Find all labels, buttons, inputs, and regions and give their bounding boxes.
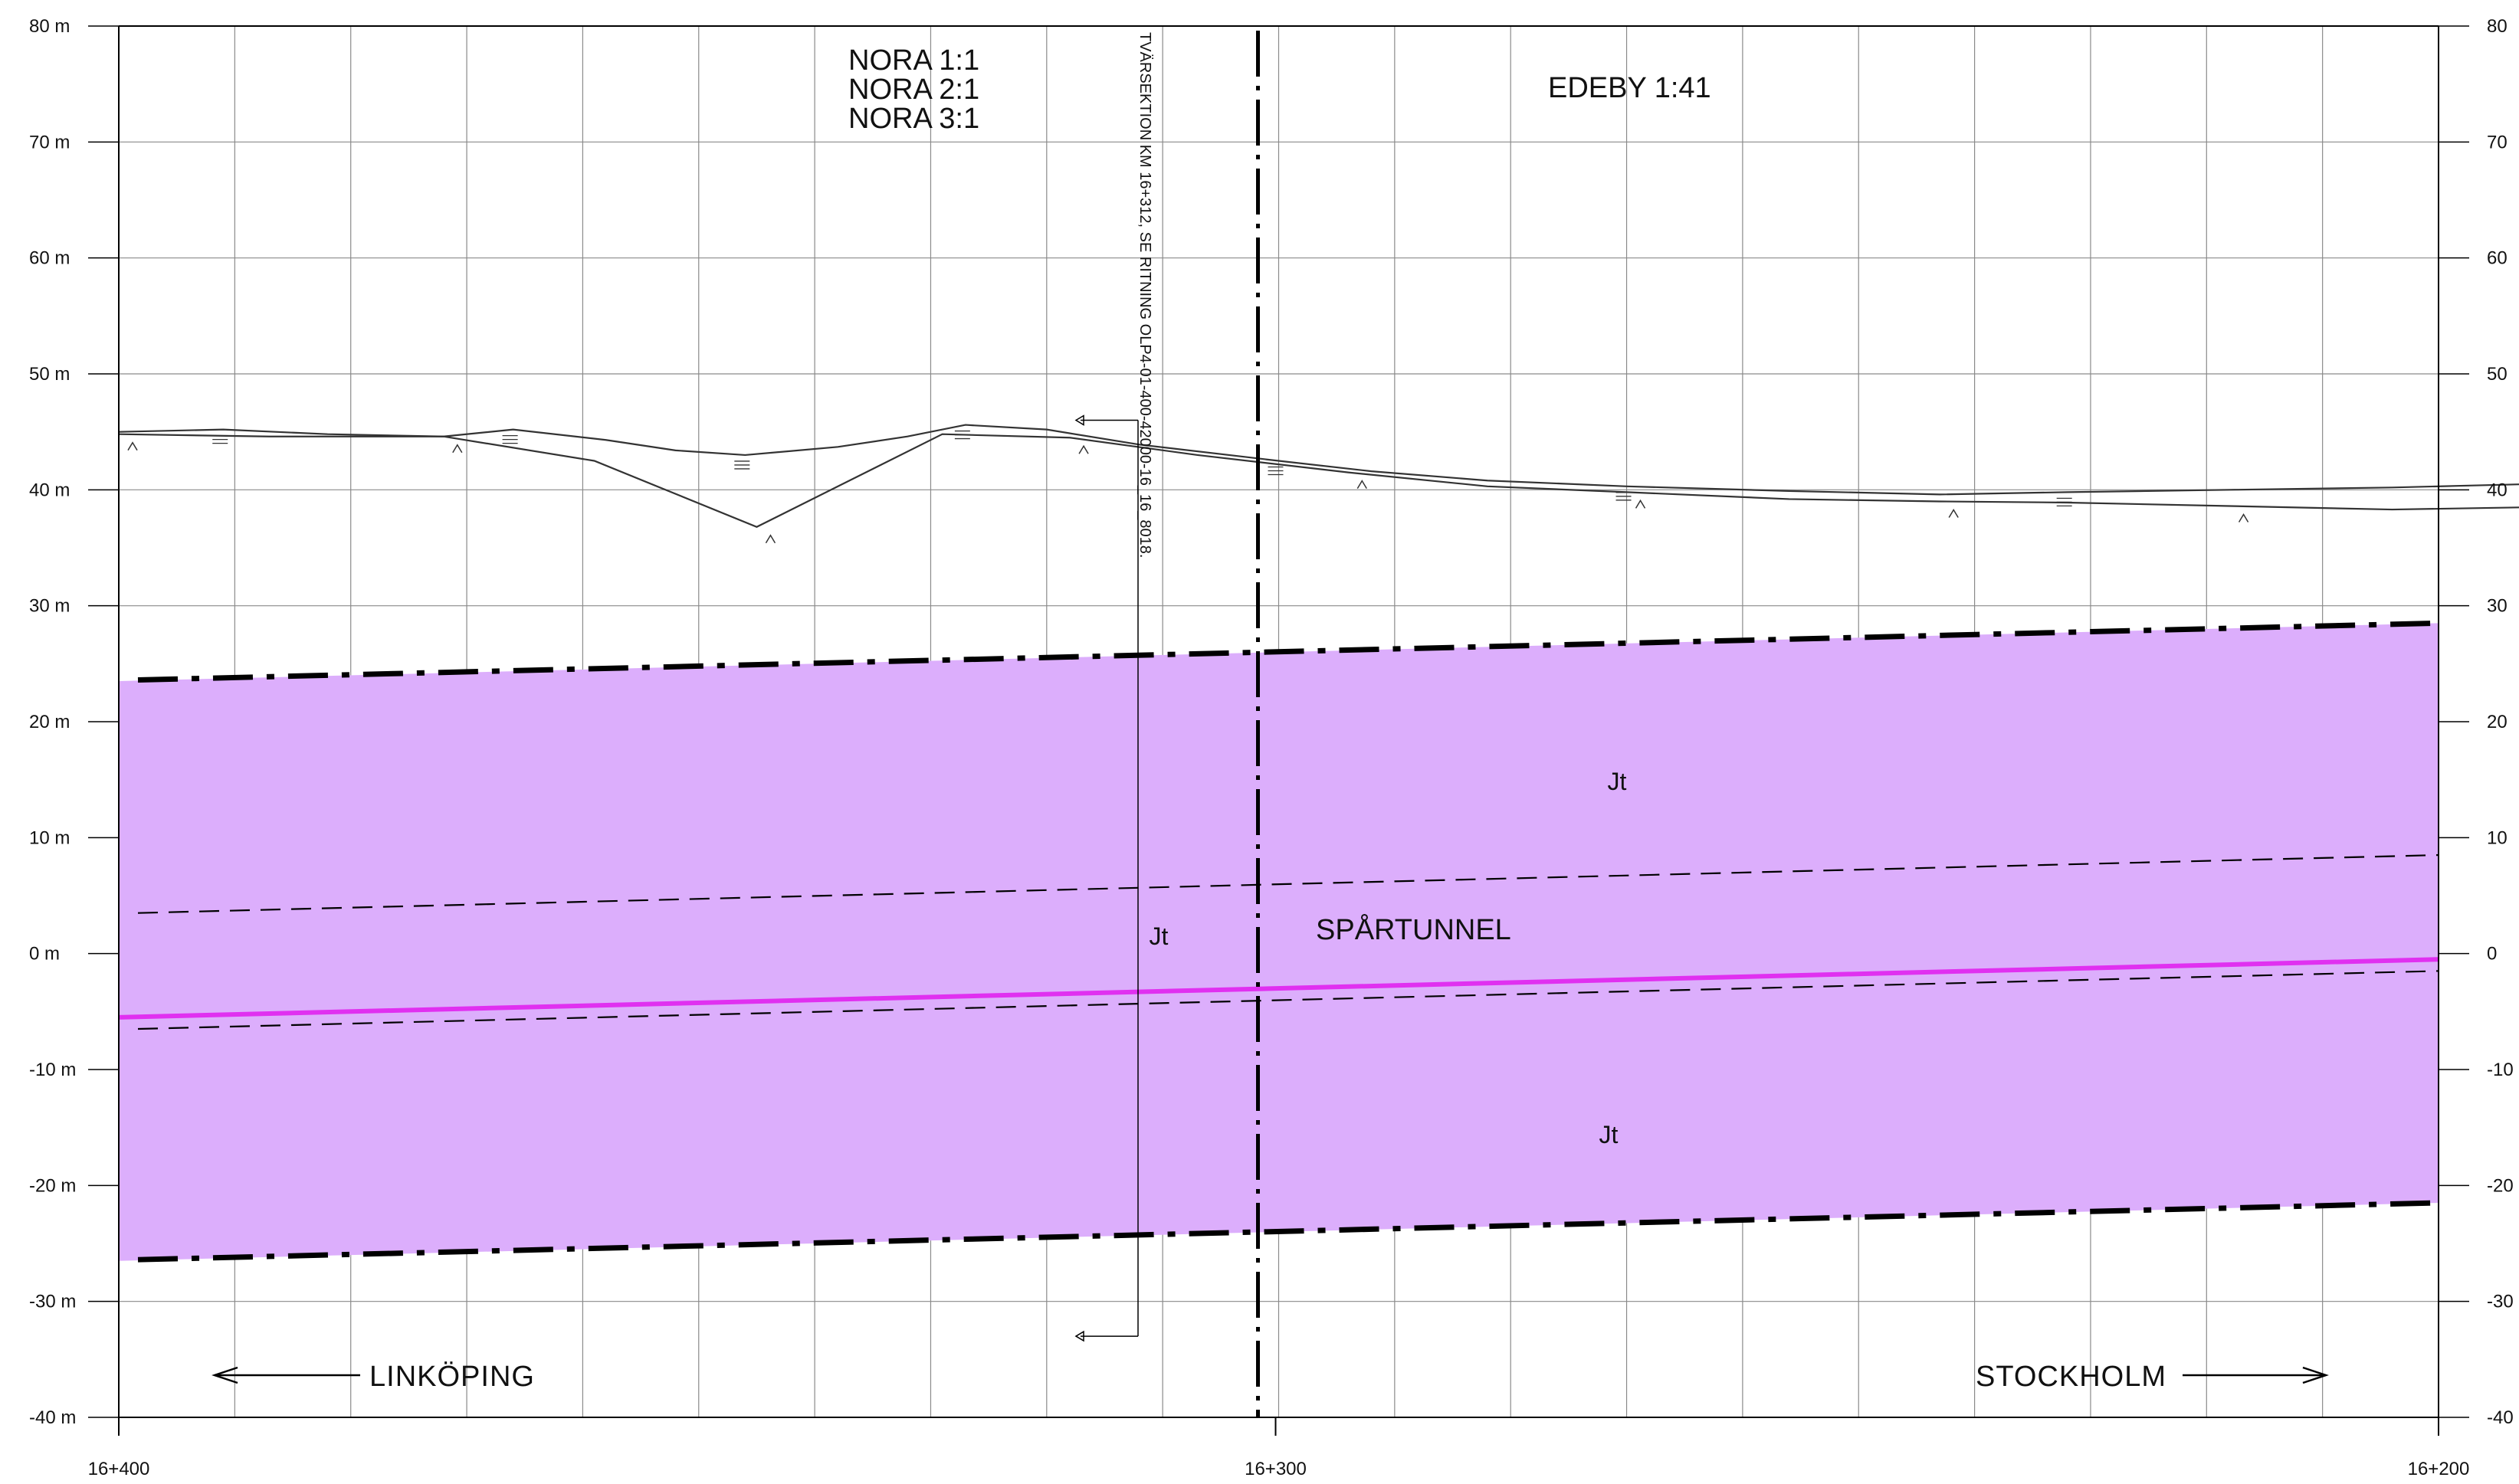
y-axis-label-right: 40 [2487,480,2508,500]
y-axis-label-right: -40 [2487,1407,2514,1428]
y-axis-label-left: 50 m [29,364,70,385]
y-axis-label-right: 50 [2487,364,2508,385]
section-arrow-icon [1074,414,1084,426]
y-axis-label-right: 10 [2487,827,2508,848]
nora-label-1: NORA 1:1 [848,44,979,77]
tunnel-upper-dashed [137,853,2439,914]
arrow-right-head-icon [2302,1366,2329,1384]
axis-labels: 80 m 80 70 m 70 60 m 60 50 m 50 40 m 40 30 m 30 20 m… [29,16,2514,1479]
rock-hatch-icon [765,534,776,544]
y-axis-label-right: 60 [2487,248,2508,269]
soil-hatch-icon [2056,497,2072,507]
y-axis-label-left: 0 m [29,944,60,965]
rock-label-upper: Jt [1608,768,1627,795]
soil-hatch-icon [734,460,750,470]
direction-stockholm: STOCKHOLM [1976,1361,2329,1393]
station-label: 16+200 [2408,1459,2470,1479]
cross-section-note: TVÄRSEKTION KM 16+312, SE RITNING OLP4-0… [1137,32,1153,558]
y-axis-label-left: -10 m [29,1060,76,1080]
rock-label-middle: Jt [1150,922,1169,950]
soil-hatch-icon [1615,492,1632,501]
station-label: 16+400 [88,1459,150,1479]
y-axis-label-right: 70 [2487,132,2508,152]
nora-label-3: NORA 3:1 [848,103,979,135]
soil-hatch-icon [502,434,518,444]
y-axis-label-right: -10 [2487,1060,2514,1080]
rock-hatch-icon [1948,509,1959,518]
y-axis-label-left: 10 m [29,827,70,848]
rock-hatch-icon [1356,480,1367,490]
y-axis-label-right: 0 [2487,944,2497,965]
y-axis-label-left: 80 m [29,16,70,37]
y-axis-label-right: 30 [2487,596,2508,617]
y-axis-label-left: -20 m [29,1175,76,1196]
section-arrow-icon [1074,1330,1084,1342]
zone-lower-boundary [137,1200,2438,1263]
y-axis-label-left: -40 m [29,1407,76,1428]
zone-upper-boundary [137,620,2438,683]
tunnel-lower-dashed [137,970,2439,1030]
soil-hatch-icon [212,434,228,444]
direction-label-left: LINKÖPING [369,1361,535,1393]
y-axis-label-left: 70 m [29,132,70,152]
y-axis-label-left: 40 m [29,480,70,500]
y-axis-label-left: 20 m [29,712,70,732]
rock-label-lower: Jt [1599,1121,1619,1148]
arrow-left-head-icon [212,1366,238,1384]
drawing-frame [118,25,2439,1434]
soil-hatch-icon [1268,466,1284,476]
direction-linkoping: LINKÖPING [212,1361,535,1393]
track-line [118,957,2439,1020]
ground-surface [118,424,2519,544]
ground-lower-line [118,433,2519,528]
nora-label-block: NORA 1:1 NORA 2:1 NORA 3:1 [848,44,979,135]
station-label: 16+300 [1245,1459,1307,1479]
y-axis-label-left: 30 m [29,596,70,617]
y-axis-label-right: 20 [2487,712,2508,732]
rock-hatch-icon [452,444,463,454]
tunnel-label: SPÅRTUNNEL [1316,912,1511,946]
rock-hatch-icon [1078,444,1089,454]
profile-lines [118,31,2439,1417]
y-axis-label-right: -20 [2487,1175,2514,1196]
direction-label-right: STOCKHOLM [1976,1361,2166,1393]
soil-hatch-icon [954,430,970,440]
rock-hatch-icon [2238,513,2249,523]
nora-label-2: NORA 2:1 [848,74,979,106]
ground-upper-line [118,424,2519,496]
y-axis-label-left: -30 m [29,1292,76,1312]
rock-hatch-icon [127,441,138,451]
y-axis-label-right: 80 [2487,16,2508,37]
edeby-label: EDEBY 1:41 [1548,72,1711,104]
y-axis-label-right: -30 [2487,1292,2514,1312]
y-axis-label-left: 60 m [29,248,70,269]
rock-zone [119,623,2439,1261]
rock-zone-fill [119,623,2439,1261]
rock-hatch-icon [1635,499,1646,509]
